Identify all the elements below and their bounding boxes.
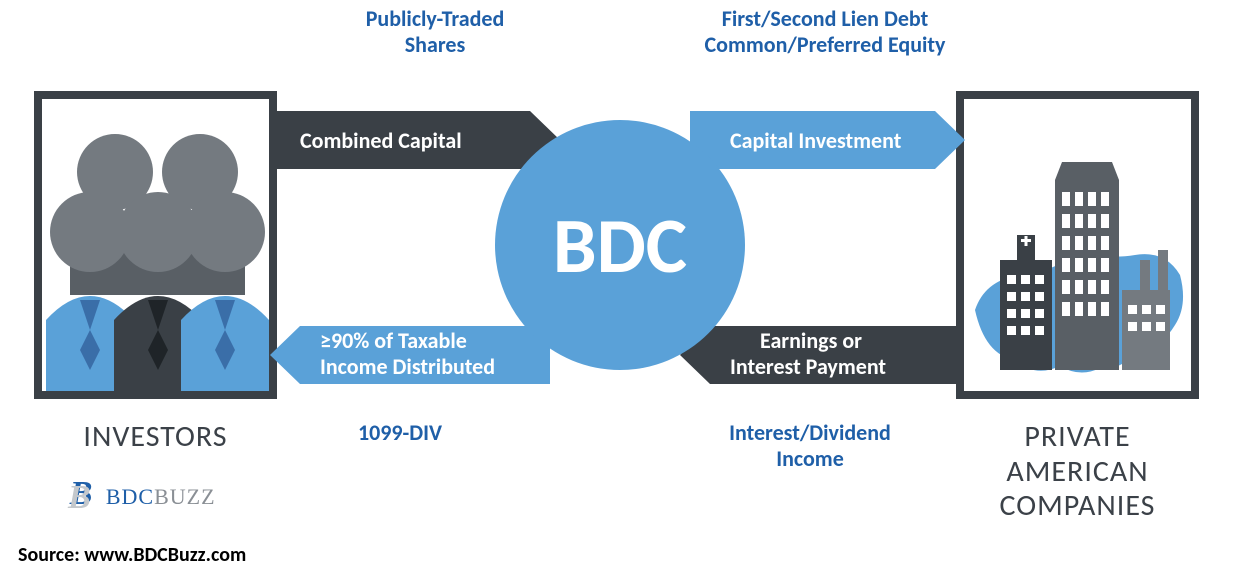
- label-investors-l1: INVESTORS: [83, 418, 227, 455]
- arrow-earnings: Earnings or Interest Payment: [680, 326, 960, 384]
- annot-publicly-traded-l2: Shares: [405, 31, 466, 58]
- arrow-earnings-label-1: Earnings or: [760, 327, 862, 354]
- annot-lien-equity-l1: First/Second Lien Debt: [722, 5, 929, 32]
- label-private-companies: PRIVATE AMERICAN COMPANIES: [960, 420, 1195, 524]
- annot-1099div: 1099-DIV: [300, 420, 500, 446]
- arrow-distribution-label-2: Income Distributed: [320, 353, 495, 380]
- label-investors: INVESTORS: [38, 420, 273, 455]
- label-private-companies-l1: PRIVATE: [1024, 418, 1130, 455]
- logo-suffix: BUZZ: [154, 484, 215, 509]
- arrow-distribution: ≥90% of Taxable Income Distributed: [270, 326, 550, 384]
- annot-interest-div: Interest/Dividend Income: [680, 420, 940, 473]
- bdcbuzz-logo: BB BDCBUZZ: [70, 475, 216, 513]
- annot-lien-equity-l2: Common/Preferred Equity: [705, 31, 946, 58]
- annot-1099div-l1: 1099-DIV: [358, 419, 442, 446]
- annot-interest-div-l2: Income: [776, 445, 844, 472]
- logo-brand: BDC: [106, 484, 154, 509]
- annot-lien-equity: First/Second Lien Debt Common/Preferred …: [660, 6, 990, 59]
- investors-box: [38, 95, 273, 395]
- bdc-label: BDC: [553, 198, 687, 293]
- annot-publicly-traded: Publicly-Traded Shares: [310, 6, 560, 59]
- arrow-capital-investment: Capital Investment: [690, 111, 965, 169]
- arrow-capital-investment-label: Capital Investment: [730, 127, 902, 154]
- label-private-companies-l2: AMERICAN: [1006, 453, 1148, 490]
- companies-box: [960, 95, 1195, 395]
- annot-interest-div-l1: Interest/Dividend: [729, 419, 891, 446]
- arrow-earnings-label-2: Interest Payment: [730, 353, 886, 380]
- annot-publicly-traded-l1: Publicly-Traded: [366, 5, 505, 32]
- arrow-combined-capital-label: Combined Capital: [300, 127, 462, 154]
- source-attribution: Source: www.BDCBuzz.com: [18, 543, 246, 567]
- arrow-distribution-label-1: ≥90% of Taxable: [320, 327, 467, 354]
- label-private-companies-l3: COMPANIES: [1000, 487, 1156, 524]
- arrow-combined-capital: Combined Capital: [273, 111, 560, 169]
- bdc-circle: BDC: [495, 120, 745, 370]
